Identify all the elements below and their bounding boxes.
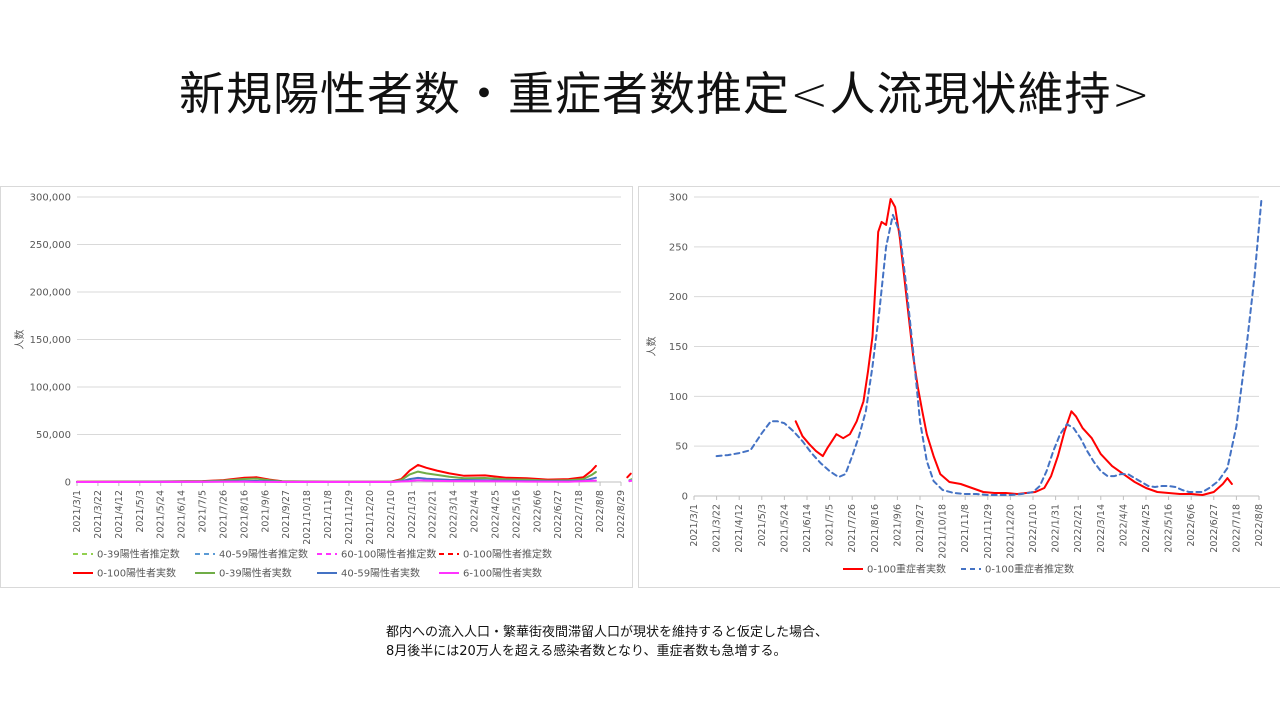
y-tick-label: 200 <box>669 292 688 303</box>
legend-label: 40-59陽性者実数 <box>341 567 420 580</box>
legend-label: 0-100重症者実数 <box>867 563 946 576</box>
caption-line-1: 都内への流入人口・繁華街夜間滞留人口が現状を維持すると仮定した場合、 <box>386 625 829 640</box>
caption-line-2: 8月後半には20万人を超える感染者数となり、重症者数も急増する。 <box>386 644 787 659</box>
x-tick-label: 2022/8/8 <box>595 490 606 533</box>
series-line <box>76 479 597 483</box>
x-tick-label: 2022/1/10 <box>386 490 397 539</box>
x-tick-label: 2021/6/14 <box>177 490 188 539</box>
x-tick-label: 2021/11/29 <box>983 504 994 559</box>
x-tick-label: 2022/4/4 <box>470 490 481 533</box>
x-tick-label: 2021/5/24 <box>156 490 167 539</box>
y-tick-label: 0 <box>682 492 688 503</box>
y-tick-label: 300,000 <box>30 193 71 204</box>
x-tick-label: 2022/3/14 <box>449 490 460 539</box>
x-tick-label: 2021/7/5 <box>825 504 836 547</box>
y-tick-label: 300 <box>669 193 688 204</box>
x-tick-label: 2021/3/22 <box>93 490 104 539</box>
legend-label: 40-59陽性者推定数 <box>219 548 308 561</box>
y-tick-label: 250,000 <box>30 240 71 251</box>
legend-label: 60-100陽性者推定数 <box>341 548 436 561</box>
x-tick-label: 2021/8/16 <box>239 490 250 539</box>
caption: 都内への流入人口・繁華街夜間滞留人口が現状を維持すると仮定した場合、 8月後半に… <box>386 623 828 661</box>
y-tick-label: 250 <box>669 242 688 253</box>
x-tick-label: 2021/9/27 <box>915 504 926 553</box>
x-tick-label: 2022/4/4 <box>1118 504 1129 547</box>
y-tick-label: 100 <box>669 392 688 403</box>
x-tick-label: 2022/2/21 <box>428 490 439 539</box>
x-tick-label: 2021/9/6 <box>260 490 271 533</box>
x-tick-label: 2022/1/10 <box>1028 504 1039 553</box>
x-tick-label: 2021/7/26 <box>847 504 858 553</box>
series-line <box>715 200 1263 496</box>
x-tick-label: 2022/1/31 <box>407 490 418 539</box>
x-tick-label: 2021/11/8 <box>323 490 334 539</box>
x-tick-label: 2021/12/20 <box>365 490 376 545</box>
x-tick-label: 2021/11/29 <box>344 490 355 545</box>
x-tick-label: 2022/6/6 <box>532 490 543 533</box>
x-tick-label: 2021/4/12 <box>734 504 745 553</box>
legend-label: 0-39陽性者推定数 <box>97 548 180 561</box>
x-tick-label: 2021/5/24 <box>779 504 790 553</box>
y-axis-label: 人数 <box>645 337 658 357</box>
x-tick-label: 2022/8/8 <box>1254 504 1265 547</box>
x-tick-label: 2021/3/1 <box>72 490 83 533</box>
x-tick-label: 2021/12/20 <box>1005 504 1016 559</box>
x-tick-label: 2022/2/21 <box>1073 504 1084 553</box>
legend-label: 0-39陽性者実数 <box>219 567 292 580</box>
x-tick-label: 2022/8/29 <box>616 490 627 539</box>
x-tick-label: 2022/4/25 <box>490 490 501 539</box>
legend-label: 0-100陽性者推定数 <box>463 548 552 561</box>
x-tick-label: 2022/6/6 <box>1186 504 1197 547</box>
x-tick-label: 2022/5/16 <box>1164 504 1175 553</box>
y-tick-label: 200,000 <box>30 288 71 299</box>
y-tick-label: 50,000 <box>36 430 71 441</box>
x-tick-label: 2022/3/14 <box>1096 504 1107 553</box>
y-tick-label: 150,000 <box>30 335 71 346</box>
x-tick-label: 2022/6/27 <box>553 490 564 539</box>
x-tick-label: 2021/10/18 <box>938 504 949 559</box>
y-tick-label: 0 <box>65 478 71 489</box>
x-tick-label: 2021/8/16 <box>870 504 881 553</box>
x-tick-label: 2021/9/6 <box>892 504 903 547</box>
y-tick-label: 50 <box>675 442 688 453</box>
x-tick-label: 2021/9/27 <box>281 490 292 539</box>
series-line <box>628 333 674 482</box>
x-tick-label: 2021/3/22 <box>712 504 723 553</box>
y-axis-label: 人数 <box>13 330 26 350</box>
x-tick-label: 2021/4/12 <box>114 490 125 539</box>
page-title: 新規陽性者数・重症者数推定<人流現状維持> <box>178 67 1152 121</box>
x-tick-label: 2022/6/27 <box>1209 504 1220 553</box>
x-tick-label: 2022/7/18 <box>574 490 585 539</box>
x-tick-label: 2021/5/3 <box>135 490 146 533</box>
x-tick-label: 2022/7/18 <box>1231 504 1242 553</box>
x-tick-label: 2021/10/18 <box>302 490 313 545</box>
x-tick-label: 2022/1/31 <box>1051 504 1062 553</box>
legend-label: 0-100重症者推定数 <box>985 563 1074 576</box>
legend-label: 0-100陽性者実数 <box>97 567 176 580</box>
x-tick-label: 2022/5/16 <box>511 490 522 539</box>
x-tick-label: 2021/7/26 <box>218 490 229 539</box>
severe-cases-chart: 0 50 100 150 200 250 300 人数 2021/3/1 2021/3/22 202… <box>638 186 1280 588</box>
x-tick-label: 2021/3/1 <box>689 504 700 547</box>
positive-cases-chart-svg: 0 50,000 100,000 150,000 200,000 250,000 300,0… <box>13 193 674 580</box>
x-tick-label: 2021/5/3 <box>757 504 768 547</box>
x-tick-label: 2021/6/14 <box>802 504 813 553</box>
series-line <box>626 222 674 479</box>
y-tick-label: 150 <box>669 342 688 353</box>
x-tick-label: 2022/4/25 <box>1141 504 1152 553</box>
severe-cases-chart-svg: 0 50 100 150 200 250 300 人数 2021/3/1 2021/3/22 202… <box>645 193 1265 576</box>
series-line <box>628 381 674 482</box>
legend-label: 6-100陽性者実数 <box>463 567 542 580</box>
series-line <box>794 198 1233 496</box>
x-tick-label: 2021/11/8 <box>960 504 971 553</box>
y-tick-label: 100,000 <box>30 383 71 394</box>
x-tick-label: 2021/7/5 <box>198 490 209 533</box>
positive-cases-chart: 0 50,000 100,000 150,000 200,000 250,000 300,0… <box>0 186 674 588</box>
